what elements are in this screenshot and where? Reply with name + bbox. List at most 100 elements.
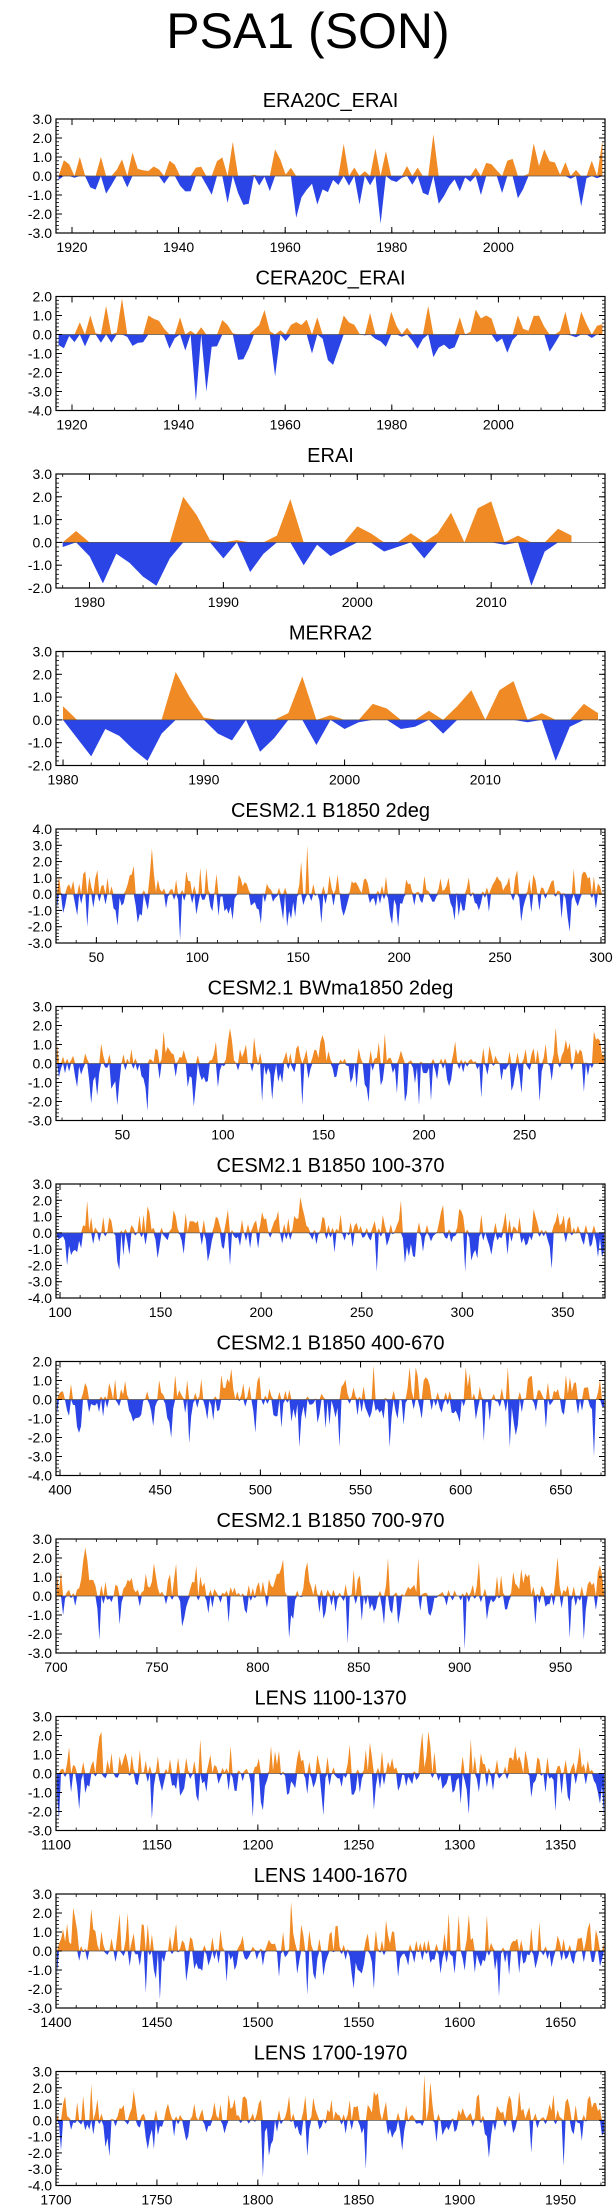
panel-11: LENS 1400-16703.02.01.00.0-1.0-2.0-3.014… <box>28 1865 606 2030</box>
y-tick-label: -3.0 <box>28 1274 52 1290</box>
x-tick-label: 1150 <box>142 1837 172 1853</box>
y-tick-label: 1.0 <box>33 308 53 324</box>
y-tick-label: 1.0 <box>33 689 53 705</box>
panel-5: CESM2.1 B1850 2deg 4.03.02.01.00.0-1.0-2.… <box>28 800 613 965</box>
x-tick-label: 1990 <box>188 772 219 788</box>
y-tick-label: 2.0 <box>33 854 53 870</box>
panel-title: CESM2.1 B1850 700-970 <box>217 1510 445 1532</box>
x-tick-label: 1950 <box>545 2192 576 2208</box>
y-tick-label: 0.0 <box>33 168 53 184</box>
x-tick-label: 1940 <box>163 417 194 433</box>
y-tick-label: 0.0 <box>33 1392 53 1408</box>
x-tick-label: 450 <box>149 1482 173 1498</box>
y-tick-label: -2.0 <box>28 1430 52 1446</box>
y-tick-label: -1.0 <box>28 735 52 751</box>
negative-area <box>57 894 604 940</box>
y-tick-label: 2.0 <box>33 1018 53 1034</box>
x-tick-label: 2000 <box>483 239 514 255</box>
y-tick-label: 2.0 <box>33 2080 53 2096</box>
panel-title: LENS 1100-1370 <box>255 1688 407 1710</box>
y-tick-label: -2.0 <box>28 206 52 222</box>
panel-title: CERA20C_ERAI <box>255 268 405 290</box>
y-tick-label: -2.0 <box>28 1804 52 1820</box>
y-tick-label: -1.0 <box>28 902 52 918</box>
y-tick-label: 1.0 <box>33 1209 53 1225</box>
x-tick-label: 1500 <box>242 2014 273 2030</box>
x-tick-label: 2010 <box>476 594 507 610</box>
y-tick-label: -4.0 <box>28 1468 52 1484</box>
y-tick-label: 3.0 <box>33 466 53 482</box>
x-tick-label: 250 <box>350 1304 374 1320</box>
negative-area <box>57 1399 604 1457</box>
x-tick-label: 150 <box>149 1304 173 1320</box>
x-tick-label: 1700 <box>40 2192 71 2208</box>
y-tick-label: 1.0 <box>33 149 53 165</box>
x-tick-label: 1450 <box>141 2014 172 2030</box>
y-tick-label: 2.0 <box>33 666 53 682</box>
y-tick-label: -1.0 <box>28 1962 52 1978</box>
y-tick-label: -4.0 <box>28 403 52 419</box>
positive-area <box>63 672 598 720</box>
y-tick-label: 0.0 <box>33 712 53 728</box>
x-tick-label: 300 <box>589 949 613 965</box>
x-tick-label: 2010 <box>470 772 501 788</box>
y-tick-label: -2.0 <box>28 919 52 935</box>
positive-area <box>58 298 603 335</box>
panel-7: CESM2.1 B1850 100-370 3.02.01.00.0-1.0-2.… <box>28 1155 606 1320</box>
y-tick-label: 3.0 <box>33 1709 53 1725</box>
y-tick-label: 2.0 <box>33 1728 53 1744</box>
x-tick-label: 1550 <box>343 2014 374 2030</box>
x-tick-label: 1920 <box>56 239 87 255</box>
x-tick-label: 950 <box>549 1659 573 1675</box>
y-tick-label: 3.0 <box>33 111 53 127</box>
y-tick-label: 4.0 <box>33 821 53 837</box>
y-tick-label: -3.0 <box>28 384 52 400</box>
panel-title: CESM2.1 BWma1850 2deg <box>208 978 454 1000</box>
x-tick-label: 300 <box>451 1304 475 1320</box>
x-tick-label: 1940 <box>163 239 194 255</box>
y-tick-label: -2.0 <box>28 2145 52 2161</box>
negative-area <box>63 719 598 761</box>
positive-area <box>62 496 572 543</box>
y-tick-label: 1.0 <box>33 1037 53 1053</box>
panel-title: LENS 1700-1970 <box>254 2043 407 2065</box>
y-tick-label: -1.0 <box>28 2129 52 2145</box>
y-tick-label: 1.0 <box>33 1747 53 1763</box>
x-tick-label: 200 <box>387 949 411 965</box>
y-tick-label: -3.0 <box>28 2161 52 2177</box>
y-tick-label: -2.0 <box>28 365 52 381</box>
y-tick-label: 1.0 <box>33 1373 53 1389</box>
panel-3: ERAI 3.0 2.0 1.0 0.0 -1.0 -2.0 1980 1990 2000 2010 <box>28 445 606 610</box>
x-tick-label: 500 <box>249 1482 273 1498</box>
y-tick-label: 1.0 <box>33 2096 53 2112</box>
x-tick-label: 1250 <box>343 1837 374 1853</box>
x-tick-label: 600 <box>449 1482 473 1498</box>
negative-area <box>58 176 603 224</box>
panel-title: CESM2.1 B1850 2deg <box>231 800 430 822</box>
plot-frame <box>55 1360 606 1477</box>
x-tick-label: 1100 <box>41 1837 71 1853</box>
negative-area <box>57 2120 604 2178</box>
x-tick-label: 200 <box>412 1127 436 1143</box>
x-tick-label: 650 <box>549 1482 573 1498</box>
x-tick-label: 1650 <box>545 2014 576 2030</box>
x-tick-label: 1980 <box>47 772 78 788</box>
x-tick-label: 550 <box>349 1482 373 1498</box>
y-tick-label: 0.0 <box>33 1056 53 1072</box>
x-tick-label: 350 <box>551 1304 575 1320</box>
y-tick-label: 0.0 <box>33 534 53 550</box>
x-tick-label: 750 <box>145 1659 169 1675</box>
negative-area <box>57 1232 604 1272</box>
negative-area <box>57 1063 604 1111</box>
x-tick-label: 2000 <box>483 417 514 433</box>
figure-title: PSA1 (SON) <box>166 3 450 59</box>
x-tick-label: 250 <box>513 1127 537 1143</box>
y-tick-label: -1.0 <box>28 346 52 362</box>
y-tick-label: -3.0 <box>28 2000 52 2016</box>
y-tick-label: 0.0 <box>33 886 53 902</box>
x-tick-label: 1960 <box>270 417 301 433</box>
y-tick-label: -3.0 <box>28 1645 52 1661</box>
